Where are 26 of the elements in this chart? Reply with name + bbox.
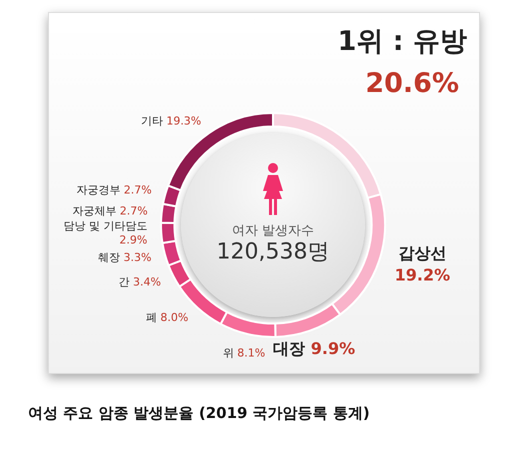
data-label: 2.9% [119,234,148,247]
text: 여자 발생자수 [232,223,314,238]
data-label: 9.9% [310,339,356,358]
slice-label: 담낭 및 기타담도 [63,220,148,233]
text: 여성 주요 암종 발생분율 (2019 국가암등록 통계) [28,404,371,423]
data-label: 2.7% [120,204,148,218]
text: 120,538명 [216,240,330,265]
text: 1위 : [338,26,404,58]
slice-label: 폐 [146,311,157,324]
data-label: 3.3% [123,250,152,264]
data-label: 19.3% [166,114,202,128]
data-label: 20.6% [365,68,459,100]
slice-label: 자궁체부 [72,204,116,218]
data-label: 2.7% [124,184,152,197]
data-label: 19.2% [394,265,450,284]
slice-label: 자궁경부 [76,184,120,197]
slice-label: 기타 [140,114,163,128]
data-label: 3.4% [133,276,161,289]
slice-label: 갑상선 [398,243,446,262]
slice-label: 대장 [273,339,306,358]
slice-label: 췌장 [98,250,120,264]
data-label: 8.1% [237,346,266,360]
slice-label: 위 [222,346,234,360]
data-label: 8.0% [160,311,188,324]
slice-label: 유방 [413,26,467,58]
slice-label: 간 [118,276,130,289]
